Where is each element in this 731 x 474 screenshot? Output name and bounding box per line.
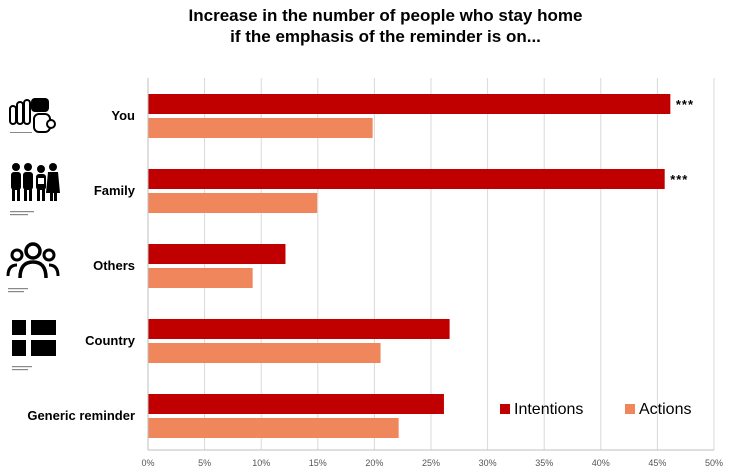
gridlines (204, 78, 715, 450)
x-tick-label: 40% (592, 458, 610, 468)
x-tick-label: 5% (198, 458, 211, 468)
legend-label-actions: Actions (639, 401, 691, 418)
x-tick-label: 35% (535, 458, 553, 468)
bar-intentions-0 (148, 94, 671, 114)
significance-label: *** (676, 97, 694, 112)
significance-label: *** (670, 172, 688, 187)
legend-label-intentions: Intentions (514, 401, 583, 418)
bar-actions-1 (148, 193, 318, 213)
x-tick-label: 10% (252, 458, 270, 468)
bar-actions-0 (148, 118, 373, 138)
category-label: Others (93, 258, 135, 273)
bar-actions-2 (148, 268, 253, 288)
category-label: You (111, 108, 135, 123)
bar-actions-3 (148, 343, 381, 363)
bar-intentions-3 (148, 319, 450, 339)
bar-intentions-1 (148, 169, 665, 189)
legend-swatch-intentions (500, 404, 510, 414)
x-tick-label: 30% (479, 458, 497, 468)
bars (148, 94, 671, 438)
x-tick-labels: 0% 5% 10% 15% 20% 25% 30% 35% 40% 45% 50% (141, 458, 723, 468)
group-people-icon (6, 242, 60, 293)
axes (147, 78, 714, 451)
category-label: Family (94, 183, 136, 198)
hand-pointing-icon (9, 98, 56, 133)
flag-icon (12, 320, 56, 371)
category-label: Country (85, 333, 136, 348)
x-tick-label: 0% (141, 458, 154, 468)
category-labels: You Family Others Country Generic reminder (27, 108, 135, 423)
chart-title-line1: Increase in the number of people who sta… (188, 6, 583, 25)
bar-intentions-4 (148, 394, 444, 414)
bar-actions-4 (148, 418, 399, 438)
legend: Intentions Actions (500, 401, 691, 418)
family-icon (10, 163, 60, 216)
category-label: Generic reminder (27, 408, 135, 423)
x-tick-label: 45% (648, 458, 666, 468)
significance-labels: *** *** (670, 97, 694, 187)
x-tick-label: 20% (365, 458, 383, 468)
x-tick-label: 50% (705, 458, 723, 468)
x-tick-label: 25% (422, 458, 440, 468)
x-tick-label: 15% (309, 458, 327, 468)
chart-title-line2: if the emphasis of the reminder is on... (230, 27, 541, 46)
bar-intentions-2 (148, 244, 286, 264)
chart-title: Increase in the number of people who sta… (0, 5, 731, 47)
legend-swatch-actions (625, 404, 635, 414)
